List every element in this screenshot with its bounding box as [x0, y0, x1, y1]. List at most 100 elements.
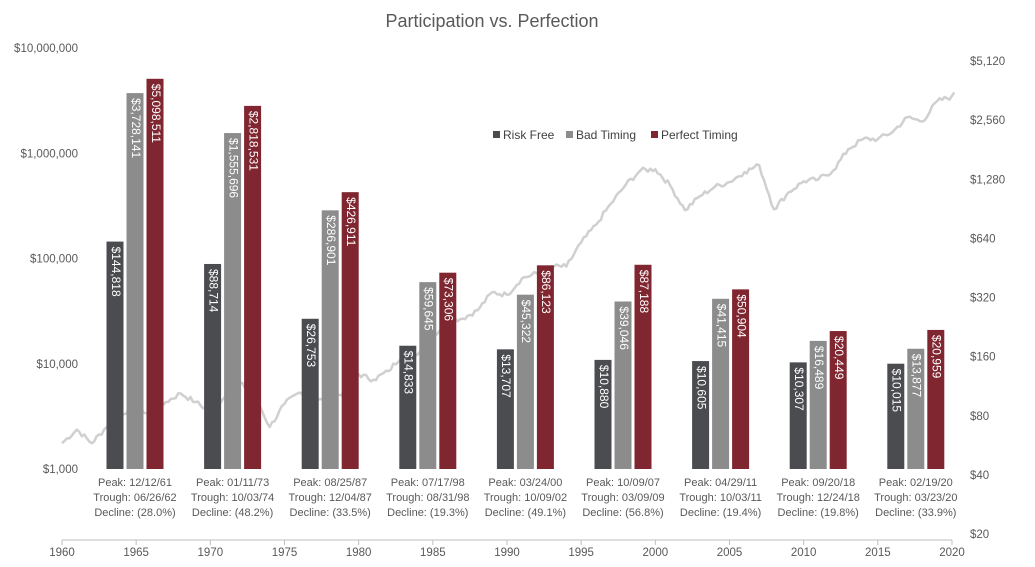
- bar-data-label: $10,605: [694, 366, 708, 410]
- bar-data-label: $5,098,511: [149, 84, 163, 143]
- bad-timing-bar: [907, 348, 925, 469]
- bad-timing-bar: [712, 298, 730, 469]
- bad-timing-bar: [516, 294, 534, 469]
- bar-data-label: $39,046: [617, 306, 631, 350]
- category-peak-label: Peak: 12/12/61: [98, 477, 172, 489]
- risk-free-bar: [204, 263, 222, 469]
- category-trough-label: Trough: 06/26/62: [93, 492, 176, 504]
- bar-data-label: $426,911: [344, 197, 358, 246]
- bar-data-label: $86,123: [539, 270, 553, 314]
- x-axis-tick-label: 2010: [791, 547, 817, 559]
- perfect-timing-bar: [732, 289, 750, 469]
- bar-data-label: $144,818: [109, 247, 123, 297]
- risk-free-bar: [887, 363, 905, 469]
- right-axis-tick-label: $1,280: [970, 174, 1005, 186]
- x-axis-tick-label: 1975: [272, 547, 298, 559]
- bar-data-label: $13,877: [910, 354, 924, 398]
- axes-layer: $1,000 $10,000 $100,000 $1,000,000 $10,000,0…: [14, 43, 1005, 559]
- x-axis-tick-label: 1970: [198, 547, 224, 559]
- category-decline-label: Decline: (56.8%): [582, 507, 663, 519]
- category-trough-label: Trough: 10/03/11: [679, 492, 762, 504]
- perfect-timing-bar: [244, 105, 262, 469]
- risk-free-bar: [594, 359, 612, 469]
- perfect-timing-bar: [536, 265, 554, 469]
- legend-swatch: [566, 131, 573, 138]
- perfect-timing-bar: [829, 331, 847, 469]
- legend-label: Perfect Timing: [661, 128, 738, 142]
- category-peak-label: Peak: 04/29/11: [684, 477, 757, 489]
- category-peak-label: Peak: 10/09/07: [586, 477, 660, 489]
- chart-title: Participation vs. Perfection: [385, 11, 598, 31]
- category-trough-label: Trough: 08/31/98: [386, 492, 469, 504]
- right-axis-tick-label: $2,560: [970, 115, 1005, 127]
- left-axis-tick-label: $10,000: [36, 359, 78, 371]
- x-axis-tick-label: 1965: [123, 547, 149, 559]
- category-peak-label: Peak: 08/25/87: [293, 477, 367, 489]
- category-trough-label: Trough: 03/23/20: [874, 492, 957, 504]
- category-decline-label: Decline: (49.1%): [485, 507, 566, 519]
- left-axis-tick-label: $100,000: [30, 254, 78, 266]
- right-axis-tick-label: $80: [970, 411, 989, 423]
- category-decline-label: Decline: (19.3%): [387, 507, 468, 519]
- bar-data-label: $1,555,696: [226, 138, 240, 198]
- bar-data-label: $14,833: [402, 351, 416, 395]
- bar-data-label: $3,728,141: [129, 98, 143, 158]
- bar-data-label: $10,880: [597, 365, 611, 409]
- right-axis-tick-label: $5,120: [970, 56, 1005, 68]
- bar-data-label: $45,322: [519, 300, 533, 344]
- bar-data-label: $13,707: [499, 354, 513, 398]
- perfect-timing-bar: [341, 192, 359, 470]
- category-trough-label: Trough: 03/09/09: [581, 492, 664, 504]
- category-decline-label: Decline: (28.0%): [94, 507, 175, 519]
- category-decline-label: Decline: (33.9%): [875, 507, 956, 519]
- category-peak-label: Peak: 09/20/18: [781, 477, 855, 489]
- bars-layer: $144,818 $3,728,141 $5,098,511 $88,714 $1,55…: [106, 78, 945, 470]
- x-axis-tick-label: 1985: [420, 547, 446, 559]
- bar-data-label: $59,645: [422, 287, 436, 331]
- bad-timing-bar: [614, 301, 632, 469]
- risk-free-bar: [496, 349, 514, 469]
- category-trough-label: Trough: 12/24/18: [777, 492, 860, 504]
- bar-data-label: $87,188: [637, 270, 651, 314]
- bar-data-label: $2,818,531: [246, 111, 260, 171]
- category-peak-label: Peak: 03/24/00: [488, 477, 562, 489]
- category-peak-label: Peak: 01/11/73: [196, 477, 269, 489]
- bad-timing-bar: [126, 93, 144, 469]
- bar-data-label: $73,306: [442, 278, 456, 322]
- risk-free-bar: [106, 241, 124, 469]
- right-axis-tick-label: $20: [970, 529, 989, 541]
- bar-data-label: $10,015: [890, 369, 904, 413]
- right-axis-tick-label: $320: [970, 293, 996, 305]
- legend-label: Risk Free: [503, 128, 555, 142]
- category-decline-label: Decline: (19.8%): [778, 507, 859, 519]
- perfect-timing-bar: [927, 329, 945, 469]
- bar-data-label: $10,307: [792, 367, 806, 411]
- legend-swatch: [493, 131, 500, 138]
- category-peak-label: Peak: 07/17/98: [391, 477, 465, 489]
- category-decline-label: Decline: (33.5%): [290, 507, 371, 519]
- bad-timing-bar: [419, 282, 437, 469]
- bar-data-label: $26,753: [304, 324, 318, 368]
- perfect-timing-bar: [439, 272, 457, 469]
- x-axis-tick-label: 2020: [939, 547, 965, 559]
- category-decline-label: Decline: (19.4%): [680, 507, 761, 519]
- risk-free-bar: [301, 318, 319, 469]
- legend-swatch: [651, 131, 658, 138]
- bad-timing-bar: [321, 210, 339, 469]
- risk-free-bar: [399, 345, 417, 469]
- risk-free-bar: [789, 362, 807, 469]
- bad-timing-bar: [224, 133, 242, 469]
- bar-data-label: $16,489: [812, 346, 826, 390]
- bar-data-label: $286,901: [324, 215, 338, 265]
- bad-timing-bar: [809, 340, 827, 469]
- legend-label: Bad Timing: [576, 128, 636, 142]
- category-trough-label: Trough: 10/03/74: [191, 492, 274, 504]
- left-axis-tick-label: $10,000,000: [14, 43, 78, 55]
- right-axis-tick-label: $160: [970, 352, 996, 364]
- risk-free-bar: [692, 361, 710, 469]
- perfect-timing-bar: [146, 78, 164, 469]
- perfect-timing-bar: [634, 264, 652, 469]
- x-axis-tick-label: 1995: [568, 547, 594, 559]
- bar-data-label: $50,904: [734, 294, 748, 338]
